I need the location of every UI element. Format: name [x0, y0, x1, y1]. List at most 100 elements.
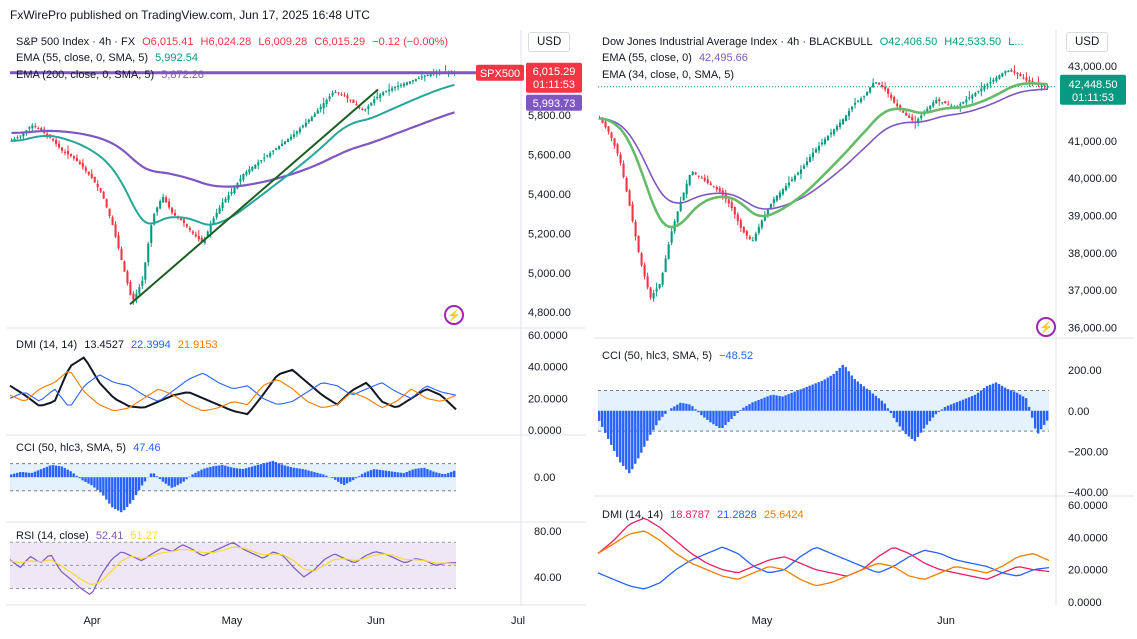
right-ema34-label: EMA (34, close, 0, SMA, 5): [602, 69, 735, 81]
right-cci-bar: [1015, 392, 1019, 411]
left-chart-panel[interactable]: 5,800.00 5,600.00 5,400.00 5,200.00 5,000.00…: [6, 30, 586, 632]
right-candle-body: [983, 86, 986, 90]
left-candle-body: [93, 176, 96, 183]
left-cci-bar: [354, 477, 358, 479]
right-cci-bar: [706, 410, 709, 420]
left-candle-body: [227, 195, 230, 200]
left-candle-body: [367, 106, 370, 109]
left-cci-bar: [256, 464, 260, 478]
left-ema200-legend: EMA (200, close, 0, SMA, 5) 5,872.28: [16, 69, 208, 81]
left-currency-button[interactable]: USD: [528, 32, 571, 52]
left-cci-bar: [343, 477, 346, 485]
left-candle-body: [310, 116, 313, 122]
left-candle-body: [138, 287, 141, 294]
left-candle-body: [162, 196, 165, 203]
left-candle-body: [185, 224, 188, 227]
left-cci-bar: [194, 472, 197, 478]
right-tradingview-logo: [1036, 317, 1056, 337]
right-dmi-adx: 18.8787: [670, 509, 710, 521]
left-cci-bar: [447, 472, 450, 478]
left-candle-body: [135, 293, 138, 300]
right-candle-body: [959, 104, 962, 106]
left-cci-bar: [331, 477, 334, 479]
left-cci-bar: [363, 472, 367, 478]
left-candle-body: [313, 113, 316, 118]
left-cci-bar: [90, 477, 93, 486]
right-cci-bar: [691, 406, 694, 411]
left-chart-canvas[interactable]: 5,800.00 5,600.00 5,400.00 5,200.00 5,000.00…: [6, 30, 586, 632]
right-cci-legend: CCI (50, hlc3, SMA, 5) −48.52: [602, 350, 757, 362]
left-cci-bar: [390, 471, 393, 478]
right-candle-body: [908, 115, 911, 118]
left-cci-bar: [444, 474, 447, 478]
right-candle-body: [601, 119, 604, 123]
right-cci-bar: [817, 382, 820, 411]
left-candle-body: [16, 137, 19, 139]
right-candle-body: [745, 230, 748, 236]
left-candle-body: [144, 262, 147, 280]
right-currency-button[interactable]: USD: [1066, 32, 1109, 52]
right-price-tick: 36,000.00: [1068, 323, 1117, 335]
left-cci-bar: [450, 471, 453, 478]
right-candle-body: [811, 152, 815, 158]
right-cci-bar: [1000, 385, 1004, 411]
left-cci-bar: [45, 466, 49, 478]
right-candle-body: [986, 84, 989, 86]
left-price-tick: 5,600.00: [528, 150, 571, 162]
left-month-label: Jul: [511, 615, 525, 627]
left-cci-bar: [441, 473, 444, 478]
left-cci-bar: [360, 474, 364, 478]
right-dmi-label: DMI (14, 14): [602, 509, 664, 521]
left-cci-bar: [27, 472, 31, 478]
left-cci-bar: [134, 477, 138, 496]
right-cci-bar: [601, 410, 604, 427]
left-cci-bar: [313, 472, 316, 478]
right-cci-bar: [787, 394, 790, 411]
right-cci-bar: [955, 402, 959, 411]
right-chart-canvas[interactable]: 43,000.00 41,000.00 40,000.00 39,000.00 38,0…: [594, 30, 1134, 632]
left-candle-body: [423, 75, 426, 77]
right-cci-bar: [946, 405, 950, 411]
right-candle-body: [787, 182, 790, 186]
right-cci-bar: [823, 379, 826, 411]
left-cci-bar: [411, 469, 414, 478]
right-cci-bar: [598, 410, 601, 421]
left-price-tick: 5,200.00: [528, 228, 571, 240]
right-month-label: Jun: [937, 615, 955, 627]
right-dmi-adx-line: [597, 517, 1050, 580]
left-cci-bar: [277, 463, 280, 478]
left-candle-body: [248, 169, 251, 173]
left-cci-bar: [200, 469, 203, 478]
left-candle-body: [370, 102, 373, 106]
right-cci-bar: [901, 410, 905, 431]
right-cci-bar: [718, 410, 721, 428]
right-cci-value: −48.52: [719, 350, 754, 362]
left-cci-bar: [426, 469, 429, 478]
left-cci-bar: [399, 472, 402, 478]
left-candle-body: [72, 156, 75, 159]
right-candle-body: [637, 235, 640, 252]
right-cci-bar: [652, 410, 655, 431]
right-cci-bar: [820, 380, 823, 411]
left-cci-bar: [304, 469, 307, 478]
left-cci-bar: [319, 473, 322, 478]
left-cci-bar: [340, 477, 343, 484]
right-ema55-label: EMA (55, close, 0): [602, 52, 692, 64]
left-candle-body: [179, 217, 183, 221]
right-candle-body: [736, 214, 739, 222]
left-cci-bar: [307, 470, 310, 478]
right-cci-bar: [883, 403, 887, 411]
right-cci-bar: [778, 395, 781, 411]
left-candle-body: [81, 162, 84, 168]
left-dmi-tick: 0.0000: [528, 425, 562, 437]
left-ema55-label: EMA (55, close, 0, SMA, 5): [16, 52, 149, 64]
right-cci-bar: [937, 410, 941, 412]
left-cci-bar: [250, 466, 254, 478]
left-candle-body: [75, 157, 78, 162]
right-cci-bar: [1030, 410, 1034, 418]
right-cci-bar: [913, 410, 917, 442]
right-candle-body: [784, 185, 787, 191]
right-cci-bar: [709, 410, 712, 423]
right-chart-panel[interactable]: 43,000.00 41,000.00 40,000.00 39,000.00 38,0…: [594, 30, 1134, 632]
left-candle-body: [120, 248, 123, 260]
